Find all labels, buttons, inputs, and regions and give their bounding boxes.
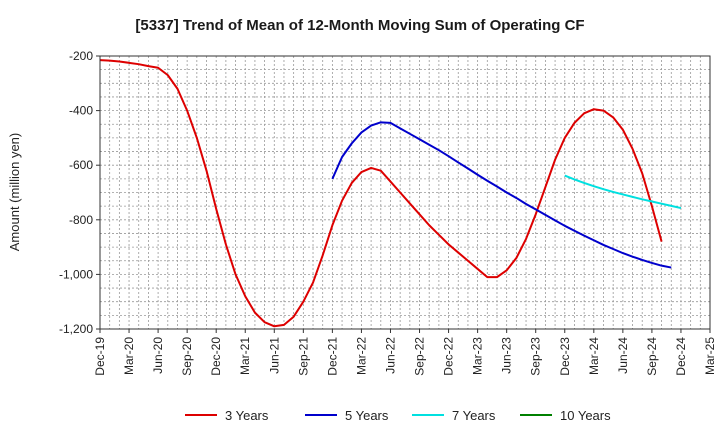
y-tick-label: -1,200 [59, 322, 93, 336]
x-tick-label: Sep-21 [296, 337, 310, 376]
x-tick-label: Dec-20 [209, 337, 223, 376]
y-axis-ticks: -200 -400 -600 -800 -1,000 -1,200 [59, 49, 100, 336]
legend: 3 Years 5 Years 7 Years 10 Years [185, 408, 611, 423]
y-tick-label: -200 [69, 49, 93, 63]
x-tick-label: Sep-24 [645, 337, 659, 376]
x-tick-label: Sep-23 [529, 337, 543, 376]
x-tick-label: Mar-21 [238, 337, 252, 375]
x-tick-label: Dec-22 [442, 337, 456, 376]
x-tick-label: Jun-23 [500, 337, 514, 374]
x-tick-label: Jun-24 [616, 337, 630, 374]
x-tick-label: Sep-20 [180, 337, 194, 376]
x-tick-label: Mar-22 [354, 337, 368, 375]
x-tick-label: Mar-25 [703, 337, 717, 375]
legend-label: 7 Years [452, 408, 496, 423]
x-tick-label: Dec-23 [558, 337, 572, 376]
series-line-5-years [331, 121, 672, 269]
x-tick-label: Jun-20 [151, 337, 165, 374]
x-tick-label: Mar-23 [471, 337, 485, 375]
y-axis-label: Amount (million yen) [7, 133, 22, 252]
x-tick-label: Mar-24 [587, 337, 601, 375]
x-tick-label: Jun-22 [383, 337, 397, 374]
legend-label: 10 Years [560, 408, 611, 423]
x-axis-ticks: Dec-19 Mar-20 Jun-20 Sep-20 Dec-20 Mar-21 Jun-… [93, 329, 717, 376]
chart-title: [5337] Trend of Mean of 12-Month Moving … [135, 17, 584, 34]
y-tick-label: -600 [69, 158, 93, 172]
grid-lines [100, 56, 710, 329]
x-tick-label: Jun-21 [267, 337, 281, 374]
x-tick-label: Dec-19 [93, 337, 107, 376]
y-tick-label: -1,000 [59, 267, 93, 281]
x-tick-label: Dec-21 [325, 337, 339, 376]
series-lines [99, 59, 682, 328]
y-tick-label: -800 [69, 213, 93, 227]
x-tick-label: Mar-20 [122, 337, 136, 375]
legend-label: 5 Years [345, 408, 389, 423]
x-tick-label: Dec-24 [674, 337, 688, 376]
y-tick-label: -400 [69, 104, 93, 118]
legend-label: 3 Years [225, 408, 269, 423]
plot-frame [99, 55, 711, 330]
series-line-7-years [564, 174, 682, 210]
series-line-3-years [99, 59, 663, 328]
x-tick-label: Sep-22 [413, 337, 427, 376]
